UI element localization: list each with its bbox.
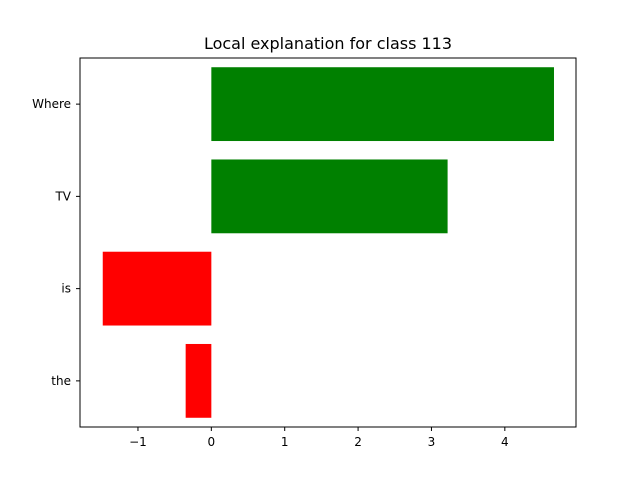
y-tick-label-where: Where: [32, 97, 71, 111]
x-axis: −1 0 1 2 3 4: [129, 427, 509, 449]
bar-is: [102, 251, 212, 326]
x-tick-label: 2: [354, 435, 362, 449]
y-tick-label-tv: TV: [54, 189, 71, 203]
y-tick-label-the: the: [51, 374, 71, 388]
x-tick-label: 0: [208, 435, 216, 449]
x-tick-label: −1: [129, 435, 147, 449]
chart-title: Local explanation for class 113: [204, 34, 452, 53]
bar-tv: [211, 159, 448, 234]
bar-the: [185, 343, 212, 418]
x-tick-label: 1: [281, 435, 289, 449]
y-axis: the is TV Where: [32, 97, 80, 388]
y-tick-label-is: is: [61, 282, 71, 296]
x-tick-label: 4: [501, 435, 509, 449]
bar-where: [211, 67, 554, 142]
plot-frame: [79, 57, 577, 428]
bars-group: [102, 67, 554, 418]
x-tick-label: 3: [428, 435, 436, 449]
